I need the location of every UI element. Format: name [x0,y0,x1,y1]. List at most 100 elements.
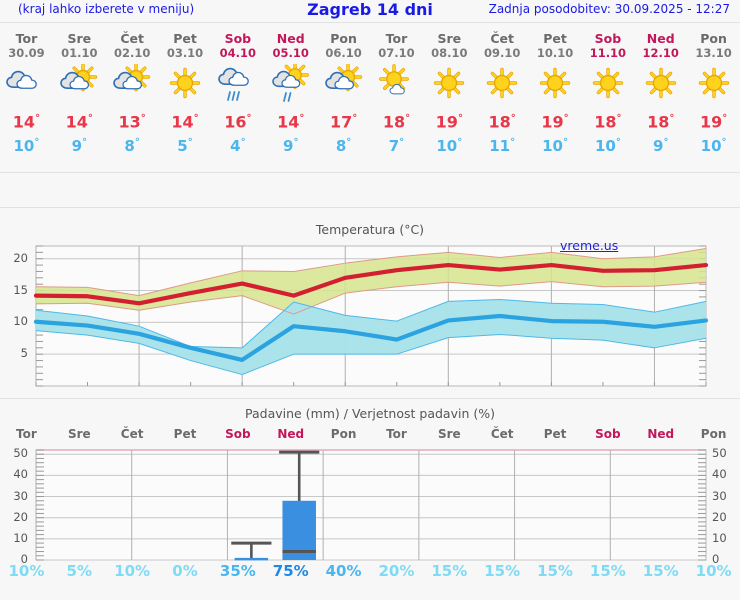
degree-sign: ° [87,113,93,124]
degree-sign: ° [563,113,569,124]
day-column[interactable]: Sob 04.10 16° 4° [211,26,264,166]
day-column[interactable]: Ned 12.10 18° 9° [634,26,687,166]
precip-y-tick-label-left: 40 [13,467,28,482]
day-column[interactable]: Pon 13.10 19° 10° [687,26,740,166]
precip-probability-value: 10% [8,562,45,580]
precip-day-label: Tor [386,427,407,441]
day-name: Pon [700,31,727,46]
day-max-temp: 18° [383,108,410,133]
degree-sign: ° [562,137,568,149]
min-value: 4 [230,137,241,156]
min-value: 9 [653,137,664,156]
day-max-temp: 19° [436,108,463,133]
degree-sign: ° [457,137,463,149]
precip-y-tick-label-right: 20 [712,509,727,524]
day-max-temp: 18° [647,108,674,133]
day-min-temp: 10° [595,133,621,156]
min-value: 10 [594,137,616,156]
precip-day-label: Pet [173,427,197,441]
max-value: 16 [224,112,247,132]
day-max-temp: 18° [489,108,516,133]
sunny-icon [586,64,630,104]
day-date: 03.10 [166,46,204,60]
precip-y-tick-label-left: 20 [13,509,28,524]
precip-probability-value: 5% [66,562,93,580]
degree-sign: ° [399,137,405,149]
divider-below-days [0,172,740,173]
degree-sign: ° [82,137,87,149]
sunny-icon [692,64,736,104]
precip-day-label: Pon [330,427,357,441]
precip-probability-value: 15% [642,562,679,580]
day-min-temp: 8° [124,133,139,156]
min-value: 5 [177,137,188,156]
day-name: Pon [330,31,357,46]
cloudy-icon [4,64,48,104]
precip-y-tick-label-right: 50 [712,446,727,461]
day-column[interactable]: Sre 08.10 19° 10° [423,26,476,166]
min-value: 8 [335,137,347,156]
day-name: Sob [594,31,622,46]
max-value: 18 [647,112,670,132]
degree-sign: ° [510,113,516,124]
day-min-temp: 5° [177,133,192,156]
day-min-temp: 10° [542,133,568,156]
degree-sign: ° [193,113,199,124]
day-column[interactable]: Čet 09.10 18° 11° [476,26,529,166]
precip-probability-value: 75% [272,562,309,580]
max-value: 18 [488,112,511,132]
temperature-chart-title: Temperatura (°C) [315,222,425,237]
page-title: Zagreb 14 dni [307,0,433,19]
day-column[interactable]: Ned 05.10 14° 9° [264,26,317,166]
day-max-temp: 19° [700,108,727,133]
day-max-temp: 14° [66,108,93,133]
site-watermark: vreme.us [560,238,619,253]
day-max-temp: 14° [171,108,198,133]
day-min-temp: 9° [283,133,298,156]
day-column[interactable]: Sre 01.10 14° 9° [53,26,106,166]
day-max-temp: 17° [330,108,357,133]
degree-sign: ° [510,137,516,149]
day-column[interactable]: Pon 06.10 17° 8° [317,26,370,166]
temp-y-tick-label: 15 [13,282,28,297]
temperature-plot-svg [33,245,709,387]
day-max-temp: 18° [594,108,621,133]
degree-sign: ° [35,113,41,124]
daily-forecast-strip: Tor 30.09 14° 10° Sre 01.10 14° 9° Čet 02.… [0,26,740,166]
day-column[interactable]: Tor 07.10 18° 7° [370,26,423,166]
day-column[interactable]: Sob 11.10 18° 10° [581,26,634,166]
day-column[interactable]: Pet 03.10 14° 5° [159,26,212,166]
day-column[interactable]: Pet 10.10 19° 10° [529,26,582,166]
precip-y-tick-label-right: 40 [712,467,727,482]
max-value: 19 [435,112,458,132]
max-value: 19 [541,112,564,132]
sunny-icon [427,64,471,104]
precip-y-tick-label-left: 10 [13,530,28,545]
degree-sign: ° [240,137,246,149]
day-max-temp: 16° [224,108,251,133]
day-max-temp: 14° [277,108,304,133]
min-value: 10 [542,137,563,156]
day-column[interactable]: Čet 02.10 13° 8° [106,26,159,166]
precip-y-tick-label-right: 30 [712,488,727,503]
day-min-temp: 8° [336,133,351,156]
day-max-temp: 19° [541,108,568,133]
rain-icon [216,64,260,104]
day-name: Sre [437,31,462,46]
precip-day-label: Čet [120,427,144,441]
precipitation-plot-svg [35,449,707,561]
precip-probability-value: 15% [589,562,626,580]
temp-y-tick-label: 20 [13,250,28,265]
precip-y-tick-label-right: 0 [712,552,720,566]
header-divider [0,22,740,23]
degree-sign: ° [246,113,252,124]
precip-probability-value: 20% [378,562,415,580]
degree-sign: ° [721,137,727,149]
degree-sign: ° [34,137,40,149]
day-column[interactable]: Tor 30.09 14° 10° [0,26,53,166]
precip-y-tick-label-right: 10 [712,530,727,545]
max-value: 19 [699,112,723,132]
day-date: 04.10 [219,46,257,60]
degree-sign: ° [722,113,728,124]
